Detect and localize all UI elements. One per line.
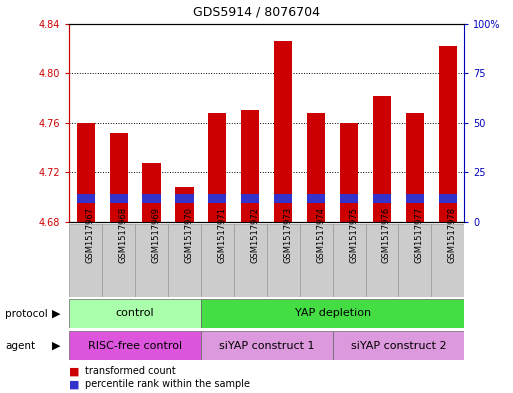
Bar [208,113,226,222]
Text: GSM1517970: GSM1517970 [185,207,193,263]
Bar [307,113,325,222]
Bar [406,113,424,222]
Bar [399,224,431,297]
Bar [274,193,292,204]
Text: ■: ■ [69,366,80,376]
Bar [208,193,226,204]
Text: ■: ■ [69,379,80,389]
Bar [168,224,201,297]
Text: agent: agent [5,341,35,351]
Bar [143,193,161,204]
Text: percentile rank within the sample: percentile rank within the sample [85,379,250,389]
Bar [76,123,95,222]
Text: siYAP construct 1: siYAP construct 1 [219,341,314,351]
Text: GSM1517972: GSM1517972 [250,207,259,263]
Bar [267,224,300,297]
Bar [201,224,234,297]
Bar [431,224,464,297]
Bar [439,193,457,204]
Text: ▶: ▶ [52,309,61,319]
Bar [175,193,193,204]
Text: GSM1517969: GSM1517969 [151,207,161,263]
Bar [143,162,161,222]
Text: GSM1517976: GSM1517976 [382,207,391,263]
Text: GSM1517971: GSM1517971 [218,207,226,263]
Text: GSM1517968: GSM1517968 [119,207,128,263]
Bar [110,193,128,204]
Bar [69,331,201,360]
Bar [175,187,193,222]
Bar [76,193,95,204]
Text: GSM1517975: GSM1517975 [349,207,358,263]
Bar [102,224,135,297]
Bar [300,224,332,297]
Bar [406,193,424,204]
Text: siYAP construct 2: siYAP construct 2 [350,341,446,351]
Bar [201,331,332,360]
Bar [69,224,102,297]
Bar [439,46,457,222]
Bar [365,224,399,297]
Bar [332,224,365,297]
Bar [332,331,464,360]
Bar [241,110,260,222]
Bar [241,193,260,204]
Bar [340,123,358,222]
Text: GSM1517978: GSM1517978 [448,207,457,263]
Text: GSM1517974: GSM1517974 [316,207,325,263]
Text: ▶: ▶ [52,341,61,351]
Bar [307,193,325,204]
Text: control: control [116,309,154,318]
Text: GSM1517977: GSM1517977 [415,207,424,263]
Bar [274,41,292,222]
Text: GSM1517967: GSM1517967 [86,207,95,263]
Text: YAP depletion: YAP depletion [294,309,371,318]
Bar [373,193,391,204]
Bar [234,224,267,297]
Text: transformed count: transformed count [85,366,175,376]
Bar [373,95,391,222]
Text: protocol: protocol [5,309,48,319]
Bar [135,224,168,297]
Bar [69,299,201,328]
Bar [201,299,464,328]
Text: GSM1517973: GSM1517973 [283,207,292,263]
Text: GDS5914 / 8076704: GDS5914 / 8076704 [193,6,320,19]
Bar [340,193,358,204]
Text: RISC-free control: RISC-free control [88,341,182,351]
Bar [110,133,128,222]
